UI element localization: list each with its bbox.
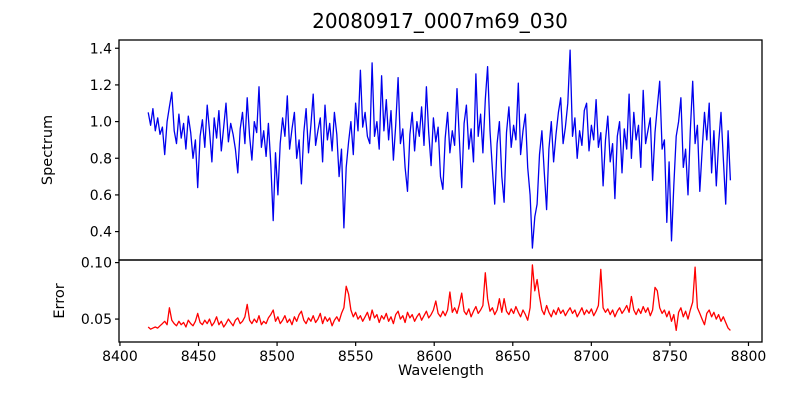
x-tick-label: 8450 [181,349,217,365]
spectrum-y-tick-label: 0.8 [90,151,112,167]
error-y-axis-label: Error [52,283,68,319]
spectrum-y-tick-label: 0.6 [90,188,112,204]
x-tick-label: 8600 [416,349,452,365]
x-tick-label: 8750 [652,349,688,365]
panel-frames [118,39,763,343]
error-line [147,264,731,332]
x-tick-label: 8550 [338,349,374,365]
x-tick-label: 8500 [259,349,295,365]
x-tick-label: 8800 [731,349,767,365]
spectrum-y-tick-label: 1.0 [90,115,112,131]
spectrum-line [147,49,732,249]
spectrum-panel-frame [118,39,763,261]
spectrum-y-tick-label: 1.4 [90,41,112,57]
chart-title: 20080917_0007m69_030 [312,9,568,33]
data-lines [147,49,732,332]
spectrum-y-tick-label: 0.4 [90,225,112,241]
x-axis-label: Wavelength [397,363,485,379]
x-tick-label: 8400 [102,349,138,365]
spectrum-y-tick-label: 1.2 [90,78,112,94]
x-tick-label: 8650 [495,349,531,365]
error-y-tick-label: 0.10 [81,256,112,272]
axis-ticks: 0.4 0.6 0.8 1.0 1.2 1.4 0.05 0.10 8400 8450 8500 85… [81,41,766,365]
error-panel-frame [118,259,763,343]
error-y-tick-label: 0.05 [81,312,112,328]
x-tick-label: 8700 [574,349,610,365]
spectrum-y-axis-label: Spectrum [40,114,56,186]
